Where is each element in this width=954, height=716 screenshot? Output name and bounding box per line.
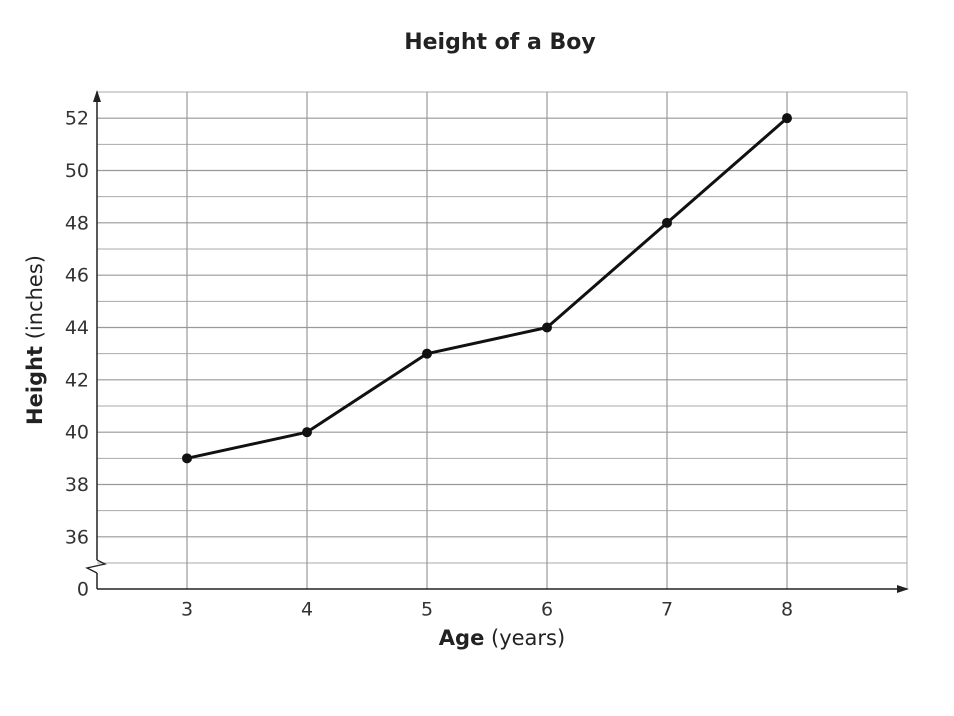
y-tick-label: 52 <box>65 108 89 130</box>
point <box>782 113 792 124</box>
axes: 0 36 38 40 42 44 46 48 50 52 3 4 5 6 7 8 <box>65 90 909 621</box>
x-axis-label: Age (years) <box>439 626 565 650</box>
x-tick-label: 7 <box>661 599 673 621</box>
x-tick-label: 3 <box>181 599 193 621</box>
x-tick-label: 6 <box>541 599 553 621</box>
y-tick-label: 44 <box>65 317 89 339</box>
y-tick-label: 36 <box>65 526 89 548</box>
y-tick-label: 50 <box>65 160 89 182</box>
x-tick-label: 4 <box>301 599 313 621</box>
y-tick-label: 46 <box>65 265 89 287</box>
axis-break <box>85 559 107 574</box>
chart-title: Height of a Boy <box>404 30 596 55</box>
x-axis-label-unit: (years) <box>491 626 565 650</box>
y-tick-label: 42 <box>65 369 89 391</box>
x-tick-label: 5 <box>421 599 433 621</box>
y-tick-label: 40 <box>65 422 89 444</box>
grid <box>97 91 908 589</box>
y-tick-label: 0 <box>77 579 89 601</box>
y-tick-label: 38 <box>65 474 89 496</box>
point <box>182 453 192 464</box>
point <box>662 217 672 228</box>
point <box>422 348 432 359</box>
y-tick-label: 48 <box>65 212 89 234</box>
point <box>302 427 312 438</box>
y-axis-label: Height (inches) <box>23 255 47 425</box>
y-axis-label-unit: (inches) <box>23 255 47 339</box>
point <box>542 322 552 333</box>
y-axis-arrow <box>93 90 101 102</box>
x-axis-arrow <box>897 585 909 593</box>
y-axis-label-main: Height <box>23 346 47 425</box>
plot <box>182 113 792 464</box>
line <box>186 117 788 460</box>
x-axis-label-main: Age <box>439 626 485 650</box>
x-tick-label: 8 <box>781 599 793 621</box>
